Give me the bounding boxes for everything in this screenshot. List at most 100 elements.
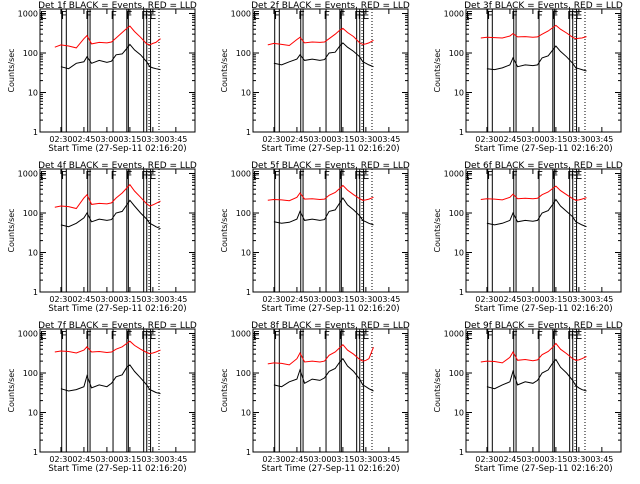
panel-title: Det 1f BLACK = Events, RED = LLD: [38, 1, 197, 11]
x-tick-label: 03:15: [544, 295, 567, 304]
y-tick-label: 100: [236, 209, 251, 218]
state-label: F: [324, 169, 330, 182]
state-label: F: [571, 329, 577, 342]
state-label: E: [466, 9, 473, 22]
state-label: E: [575, 329, 582, 342]
state-label: F: [537, 9, 543, 22]
x-tick-label: 03:30: [141, 295, 164, 304]
y-tick-label: 1: [246, 128, 251, 137]
panel-title: Det 3f BLACK = Events, RED = LLD: [464, 1, 623, 11]
x-tick-label: 02:45: [72, 295, 95, 304]
lld-series-line: [267, 27, 374, 47]
x-tick-label: 03:15: [331, 455, 354, 464]
state-label: F: [354, 9, 360, 22]
x-tick-label: 02:45: [285, 135, 308, 144]
state-label: F: [141, 169, 147, 182]
state-label: F: [126, 169, 132, 182]
state-label: E: [575, 169, 582, 182]
y-tick-label: 1000: [18, 10, 38, 19]
y-tick-label: 100: [23, 369, 38, 378]
x-tick-label: 03:15: [331, 295, 354, 304]
y-tick-label: 1000: [18, 330, 38, 339]
x-tick-label: 03:30: [141, 455, 164, 464]
y-tick-label: 1: [33, 448, 38, 457]
x-axis-label: Start Time (27-Sep-11 02:16:20): [261, 464, 399, 474]
state-label: F: [61, 329, 67, 342]
state-label: F: [298, 9, 304, 22]
panel-title: Det 5f BLACK = Events, RED = LLD: [251, 161, 410, 171]
x-tick-label: 03:45: [377, 295, 400, 304]
y-tick-label: 1000: [444, 10, 464, 19]
state-label: F: [145, 329, 151, 342]
y-tick-label: 1000: [231, 330, 251, 339]
state-label: F: [511, 169, 517, 182]
y-tick-label: 10: [28, 89, 38, 98]
panel-title: Det 2f BLACK = Events, RED = LLD: [251, 1, 410, 11]
x-tick-label: 03:00: [521, 295, 544, 304]
x-tick-label: 03:00: [521, 455, 544, 464]
state-label: E: [149, 169, 156, 182]
y-axis-label: Counts/sec: [220, 368, 229, 412]
state-label: F: [358, 9, 364, 22]
events-series-line: [273, 42, 374, 68]
y-tick-label: 10: [241, 249, 251, 258]
x-tick-label: 03:45: [164, 455, 187, 464]
x-tick-label: 03:15: [118, 135, 141, 144]
plot-frame: [252, 328, 409, 453]
y-tick-label: 100: [23, 49, 38, 58]
x-tick-label: 03:00: [308, 135, 331, 144]
state-label: F: [324, 329, 330, 342]
state-label: E: [149, 9, 156, 22]
plot-frame: [39, 8, 196, 133]
y-axis-label: Counts/sec: [433, 208, 442, 252]
plot-frame: [465, 168, 622, 293]
y-tick-label: 1000: [231, 170, 251, 179]
x-tick-label: 02:30: [49, 455, 72, 464]
state-label: F: [511, 329, 517, 342]
y-tick-label: 10: [241, 409, 251, 418]
x-tick-label: 03:15: [544, 135, 567, 144]
state-label: E: [362, 329, 369, 342]
y-axis-label: Counts/sec: [220, 48, 229, 92]
x-tick-label: 03:30: [567, 295, 590, 304]
state-label: E: [575, 9, 582, 22]
state-label: F: [537, 329, 543, 342]
x-tick-label: 03:00: [308, 455, 331, 464]
state-label: F: [487, 169, 493, 182]
state-label: E: [40, 329, 47, 342]
plot-frame: [465, 328, 622, 453]
state-label: F: [141, 329, 147, 342]
events-series-line: [486, 198, 587, 228]
events-series-line: [60, 364, 161, 395]
state-label: F: [126, 329, 132, 342]
x-tick-label: 02:30: [49, 135, 72, 144]
x-tick-label: 02:45: [72, 455, 95, 464]
x-tick-label: 03:00: [95, 135, 118, 144]
y-tick-label: 100: [236, 49, 251, 58]
state-label: E: [362, 9, 369, 22]
state-label: F: [111, 329, 117, 342]
x-tick-label: 02:30: [262, 455, 285, 464]
x-tick-label: 03:15: [118, 455, 141, 464]
state-label: F: [567, 9, 573, 22]
state-label: E: [362, 169, 369, 182]
state-label: E: [40, 169, 47, 182]
x-tick-label: 03:45: [164, 295, 187, 304]
lld-series-line: [267, 184, 374, 202]
state-label: F: [298, 169, 304, 182]
state-label: F: [567, 169, 573, 182]
state-label: F: [145, 9, 151, 22]
state-label: F: [358, 329, 364, 342]
state-label: E: [253, 329, 260, 342]
state-label: F: [552, 169, 558, 182]
state-label: F: [571, 169, 577, 182]
lld-series-line: [54, 183, 161, 210]
events-series-line: [273, 197, 374, 226]
y-axis-label: Counts/sec: [433, 48, 442, 92]
lld-series-line: [480, 24, 587, 40]
